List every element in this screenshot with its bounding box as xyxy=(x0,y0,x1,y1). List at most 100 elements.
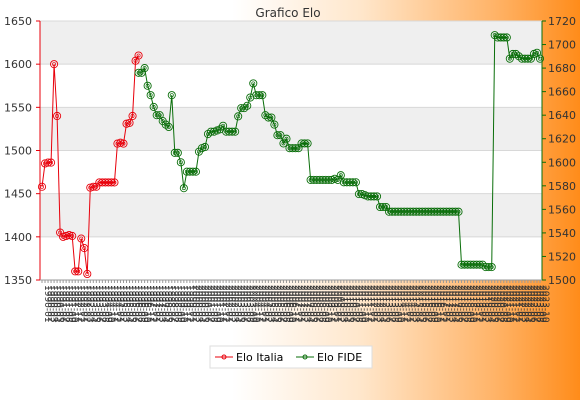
x-axis-tick-label: 1996-10 xyxy=(142,285,152,323)
x-axis-tick-label: 2019-12 xyxy=(474,285,484,323)
x-axis-tick-label: 2002-02 xyxy=(226,285,236,323)
x-axis-tick-label: 2000-06 xyxy=(202,285,212,323)
legend: Elo Italia Elo FIDE xyxy=(209,345,373,369)
elo-fide-point-inner xyxy=(206,132,210,136)
elo-italia-point xyxy=(50,60,59,69)
x-axis-tick-label: 2013-08 xyxy=(389,285,399,323)
x-axis-tick-label: 2018-07 xyxy=(459,285,469,323)
x-axis-tick-label: 2005-07 xyxy=(277,285,287,323)
elo-fide-point-inner xyxy=(169,93,174,98)
x-axis-tick-label: 2011-12 xyxy=(365,285,375,323)
elo-italia-point-inner xyxy=(82,246,87,251)
elo-fide-point xyxy=(140,64,149,73)
x-axis-tick-label: 2021-09 xyxy=(501,285,511,323)
elo-fide-point xyxy=(427,207,436,216)
elo-fide-point-inner xyxy=(166,125,171,129)
elo-italia-point-inner xyxy=(127,120,132,125)
elo-fide-point xyxy=(225,127,234,136)
x-axis-tick-label: 2013-07 xyxy=(386,285,396,323)
x-axis-tick-label: 2017-02 xyxy=(443,285,453,323)
x-axis-tick-label: 1992-11 xyxy=(72,285,82,323)
x-axis-tick-label: 1997-02 xyxy=(154,285,164,323)
x-axis-tick-label: 2002-12 xyxy=(220,285,230,323)
elo-italia-point-inner xyxy=(40,184,44,189)
elo-fide-point xyxy=(388,207,397,216)
elo-italia-point-inner xyxy=(70,234,75,238)
elo-fide-point xyxy=(493,33,502,42)
x-axis-tick-label: 2016-08 xyxy=(425,285,435,323)
x-axis-tick-label: 2003-09 xyxy=(247,285,257,323)
elo-italia-point-inner xyxy=(85,272,90,276)
x-axis-tick-label: 1991-06 xyxy=(57,285,67,323)
elo-fide-point-inner xyxy=(504,35,509,40)
x-axis-tick-label: 2017-04 xyxy=(449,285,459,323)
elo-fide-point xyxy=(176,158,185,167)
x-axis-tick-label: 2010-07 xyxy=(350,285,360,323)
elo-fide-point xyxy=(152,111,161,120)
x-axis-tick-label: 2006-08 xyxy=(280,285,290,323)
elo-fide-point xyxy=(324,175,333,184)
elo-fide-point-inner xyxy=(145,83,150,88)
elo-fide-point xyxy=(297,139,306,148)
x-axis-tick-label: 2013-06 xyxy=(383,285,393,323)
x-axis-tick-label: 2023-08 xyxy=(534,285,544,323)
elo-italia-point xyxy=(71,267,80,276)
x-axis-tick-label: 1991-10 xyxy=(69,285,79,323)
elo-fide-point-inner xyxy=(248,95,253,100)
elo-italia-point xyxy=(43,158,53,167)
elo-fide-point-inner xyxy=(178,160,183,165)
plot-band xyxy=(40,21,542,65)
elo-fide-point xyxy=(348,178,357,187)
x-axis-tick-label: 2014-01 xyxy=(404,285,414,323)
x-axis-tick-label: 2012-02 xyxy=(371,285,381,323)
x-axis-tick-label: 1990-03 xyxy=(48,285,58,323)
elo-fide-point xyxy=(391,207,400,216)
x-axis-tick-label: 1990-02 xyxy=(45,285,55,323)
x-axis-tick-label: 2016-11 xyxy=(434,285,444,323)
elo-fide-point xyxy=(354,190,363,199)
elo-fide-point xyxy=(315,175,324,184)
x-axis-tick-label: 1996-07 xyxy=(133,285,143,323)
x-axis-tick-label: 1994-11 xyxy=(108,285,118,323)
elo-fide-point xyxy=(342,178,351,187)
elo-italia-point xyxy=(65,231,74,240)
x-axis-tick-label: 2015-06 xyxy=(419,285,429,323)
x-axis-tick-label: 2019-02 xyxy=(480,285,490,323)
x-axis-tick-label: 2018-10 xyxy=(468,285,478,323)
x-axis-tick-label: 1997-01 xyxy=(151,285,161,323)
x-axis-tick-label: 2007-01 xyxy=(296,285,306,323)
x-axis-tick-label: 1998-06 xyxy=(166,285,176,323)
elo-fide-point xyxy=(273,131,282,140)
elo-fide-point xyxy=(366,192,376,201)
elo-italia-point xyxy=(125,118,134,127)
elo-italia-point-inner xyxy=(76,269,81,274)
x-axis-tick-label: 2003-07 xyxy=(241,285,251,323)
elo-italia-point xyxy=(89,182,98,191)
elo-fide-point xyxy=(505,54,514,63)
x-axis-tick-label: 1993-05 xyxy=(90,285,100,323)
left-axis-tick-label: 1500 xyxy=(4,145,32,158)
left-axis-tick-label: 1600 xyxy=(4,58,32,71)
elo-fide-point xyxy=(321,175,330,184)
elo-fide-point xyxy=(294,144,303,153)
elo-italia-point-inner xyxy=(55,114,60,118)
elo-fide-point xyxy=(255,91,264,100)
x-axis-tick-label: 2008-07 xyxy=(314,285,324,323)
elo-fide-point xyxy=(270,120,279,129)
elo-fide-point xyxy=(182,167,191,176)
x-axis-tick-label: 2018-08 xyxy=(462,285,472,323)
elo-fide-point-inner xyxy=(193,169,198,174)
elo-italia-point-inner xyxy=(49,160,54,165)
x-axis-tick-label: 2004-02 xyxy=(262,285,272,323)
elo-fide-point-inner xyxy=(281,141,286,146)
elo-fide-point-inner xyxy=(148,93,153,98)
elo-italia-point xyxy=(98,178,107,187)
elo-italia-point xyxy=(56,228,65,237)
elo-italia-point-inner xyxy=(121,141,126,146)
elo-fide-point xyxy=(481,262,490,272)
elo-fide-point xyxy=(436,207,445,216)
x-axis-tick-label: 2006-09 xyxy=(283,285,293,323)
x-axis-tick-label: 2011-11 xyxy=(362,285,372,323)
elo-fide-point-inner xyxy=(338,173,343,178)
